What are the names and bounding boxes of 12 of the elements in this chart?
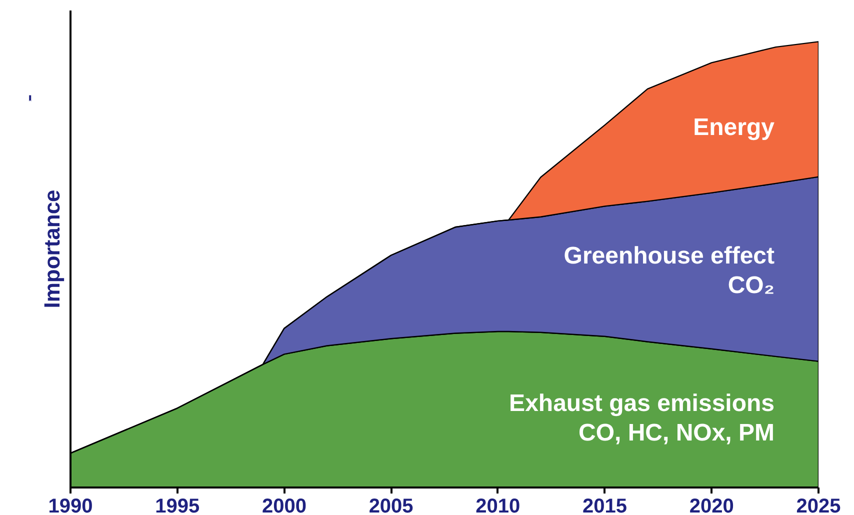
x-tick-label: 2020 — [689, 496, 734, 515]
x-tick-label: 1990 — [48, 496, 93, 515]
x-tick-label: 2015 — [582, 496, 628, 515]
y-axis-title: Importance — [40, 190, 64, 308]
x-tick-label: 2025 — [796, 496, 841, 515]
series-label: Energy — [693, 114, 776, 142]
x-tick-label: 2000 — [262, 496, 306, 515]
x-tick-label: 1995 — [155, 496, 200, 515]
series-label: Exhaust gas emissions CO, HC, NOx, PM — [509, 390, 775, 447]
x-tick-label: 2005 — [368, 496, 414, 515]
x-tick-label: 2010 — [476, 496, 520, 515]
series-label: Greenhouse effect CO₂ — [564, 242, 775, 300]
